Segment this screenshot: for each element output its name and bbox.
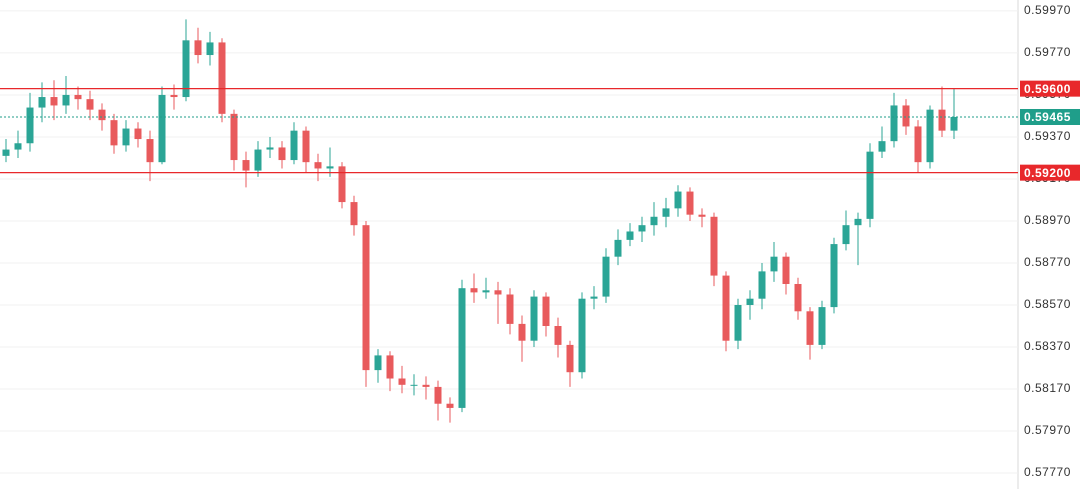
last-price-bg bbox=[1020, 108, 1080, 125]
candle-body bbox=[518, 323, 526, 341]
level-label: 0.59600 bbox=[1024, 82, 1071, 96]
candle-body bbox=[422, 384, 430, 387]
candle-body bbox=[290, 130, 298, 161]
candle-body bbox=[530, 296, 538, 341]
candle-body bbox=[554, 326, 562, 345]
level-label-bg bbox=[1020, 164, 1080, 181]
candle-body bbox=[326, 166, 334, 169]
candle-body bbox=[398, 378, 406, 385]
candle-body bbox=[746, 298, 754, 305]
candle-body bbox=[938, 109, 946, 131]
candle-body bbox=[182, 40, 190, 98]
candle-body bbox=[758, 271, 766, 299]
candle-body bbox=[374, 355, 382, 371]
candle-body bbox=[842, 225, 850, 245]
candle-body bbox=[818, 307, 826, 345]
candle-body bbox=[722, 275, 730, 341]
candle-body bbox=[926, 109, 934, 163]
candle-body bbox=[782, 256, 790, 284]
candle-body bbox=[446, 403, 454, 408]
level-label-bg bbox=[1020, 80, 1080, 97]
candle-body bbox=[806, 311, 814, 345]
y-tick-label: 0.59770 bbox=[1024, 45, 1071, 59]
y-tick-label: 0.58570 bbox=[1024, 297, 1071, 311]
candle-body bbox=[350, 202, 358, 226]
candle-body bbox=[770, 256, 778, 272]
candle-body bbox=[590, 296, 598, 299]
candle-body bbox=[386, 355, 394, 379]
y-tick-label: 0.58770 bbox=[1024, 255, 1071, 269]
candle-body bbox=[794, 283, 802, 312]
y-tick-label: 0.58970 bbox=[1024, 213, 1071, 227]
candle-body bbox=[686, 191, 694, 215]
candle-body bbox=[146, 139, 154, 163]
candle-body bbox=[866, 151, 874, 219]
candle-body bbox=[662, 208, 670, 217]
candle-body bbox=[230, 113, 238, 161]
candle-body bbox=[854, 218, 862, 226]
candle-body bbox=[86, 99, 94, 110]
candle-body bbox=[506, 294, 514, 324]
candle-body bbox=[482, 290, 490, 293]
candle-body bbox=[674, 191, 682, 209]
candle-body bbox=[74, 94, 82, 100]
candle-body bbox=[278, 147, 286, 161]
candle-body bbox=[50, 97, 58, 106]
candle-body bbox=[542, 296, 550, 326]
y-tick-label: 0.57770 bbox=[1024, 465, 1071, 479]
y-tick-label: 0.58370 bbox=[1024, 339, 1071, 353]
level-label: 0.59200 bbox=[1024, 166, 1071, 180]
candle-body bbox=[122, 128, 130, 146]
candle-body bbox=[890, 105, 898, 142]
candle-body bbox=[902, 105, 910, 127]
candle-body bbox=[314, 162, 322, 169]
candle-body bbox=[218, 42, 226, 114]
y-tick-label: 0.59970 bbox=[1024, 3, 1071, 17]
candle-body bbox=[242, 160, 250, 171]
candle-body bbox=[338, 166, 346, 203]
candle-body bbox=[734, 304, 742, 341]
candle-body bbox=[206, 42, 214, 56]
candle-body bbox=[434, 386, 442, 404]
candle-body bbox=[638, 225, 646, 232]
candle-body bbox=[266, 147, 274, 150]
candle-body bbox=[650, 216, 658, 226]
candle-body bbox=[362, 225, 370, 371]
candle-body bbox=[470, 288, 478, 293]
candle-body bbox=[914, 126, 922, 163]
candle-body bbox=[602, 256, 610, 297]
candle-body bbox=[626, 231, 634, 240]
candle-body bbox=[878, 141, 886, 152]
y-tick-label: 0.59370 bbox=[1024, 129, 1071, 143]
candle-body bbox=[38, 97, 46, 108]
last-price-label: 0.59465 bbox=[1024, 110, 1071, 124]
candle-body bbox=[494, 290, 502, 295]
candle-body bbox=[98, 109, 106, 121]
candle-body bbox=[14, 143, 22, 150]
candle-body bbox=[170, 94, 178, 98]
candle-body bbox=[110, 120, 118, 146]
candle-body bbox=[614, 239, 622, 257]
candle-body bbox=[710, 216, 718, 276]
y-tick-label: 0.57970 bbox=[1024, 423, 1071, 437]
candle-body bbox=[578, 298, 586, 373]
candle-body bbox=[194, 40, 202, 56]
candle-body bbox=[62, 94, 70, 106]
candle-body bbox=[830, 244, 838, 308]
candle-body bbox=[26, 107, 34, 144]
candle-body bbox=[254, 149, 262, 171]
candle-body bbox=[566, 344, 574, 373]
candle-body bbox=[2, 149, 10, 156]
candle-body bbox=[158, 94, 166, 163]
candle-body bbox=[134, 128, 142, 140]
candle-body bbox=[302, 130, 310, 163]
y-tick-label: 0.58170 bbox=[1024, 381, 1071, 395]
candle-body bbox=[410, 384, 418, 386]
candle-body bbox=[698, 214, 706, 217]
candle-body bbox=[458, 288, 466, 408]
candle-body bbox=[950, 116, 958, 131]
